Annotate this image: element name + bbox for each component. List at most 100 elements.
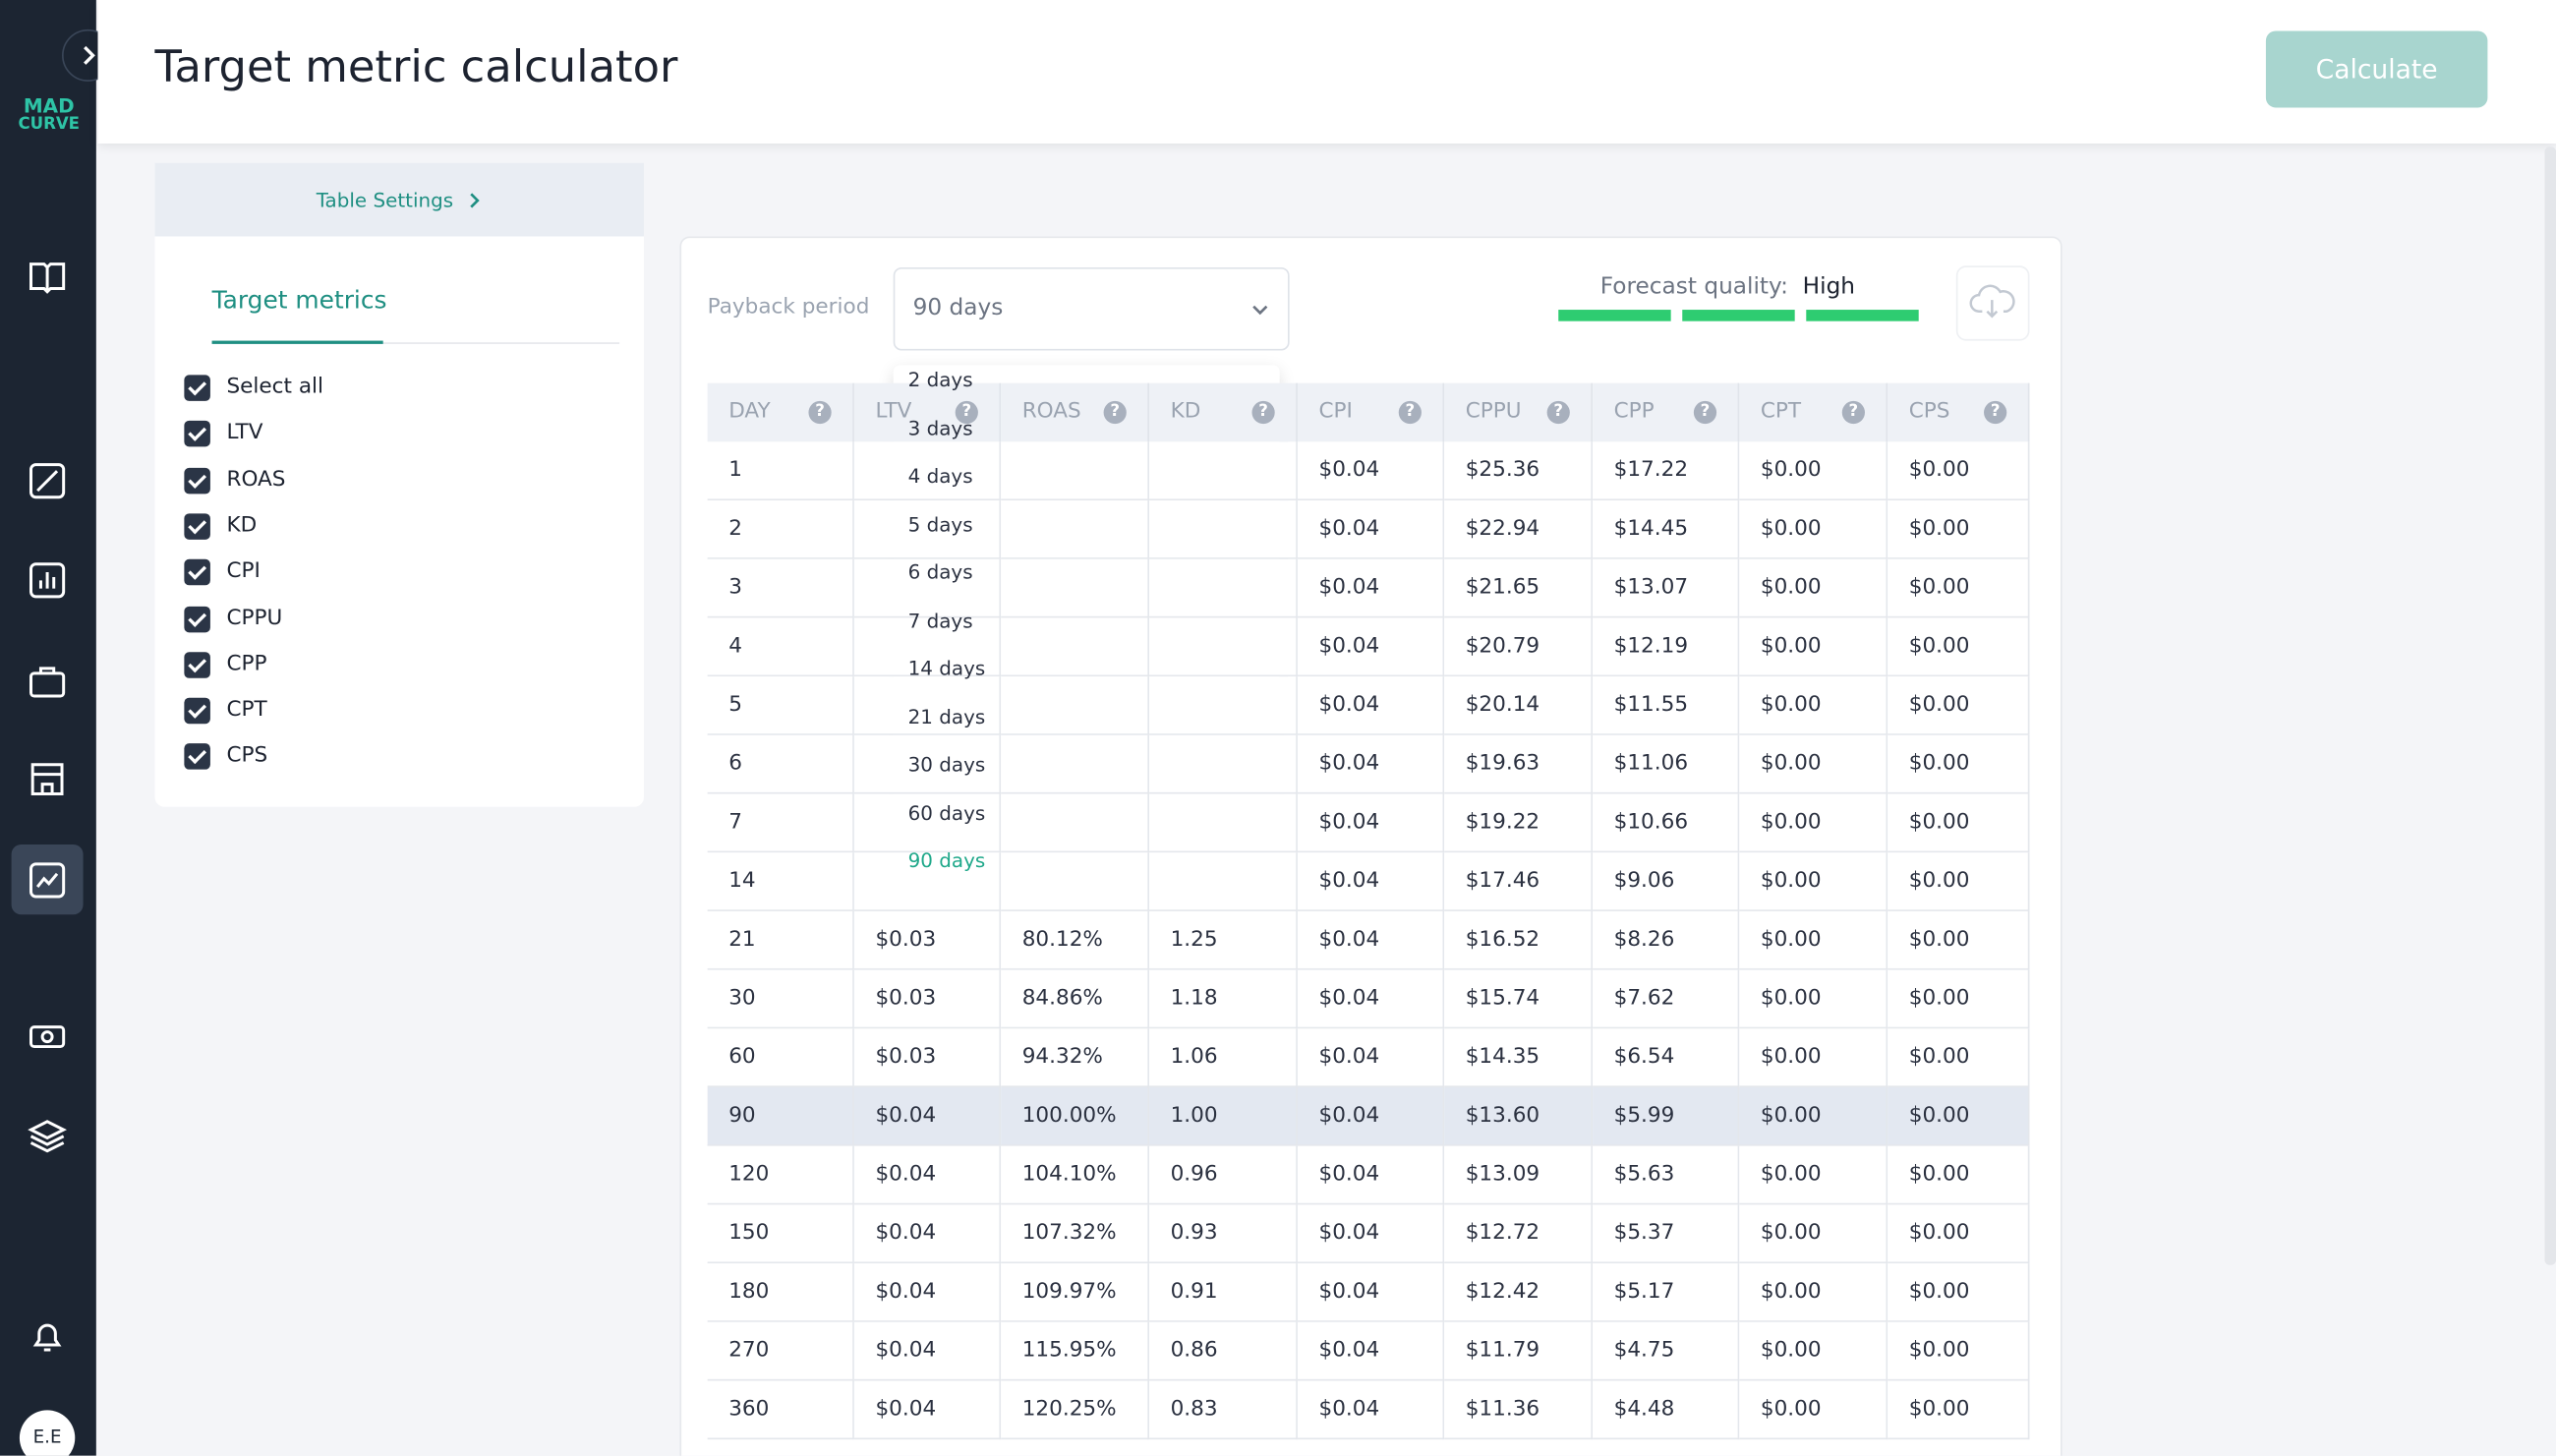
forecast-label-text: Forecast quality: bbox=[1599, 273, 1788, 301]
table-cell: 0.96 bbox=[1149, 1145, 1298, 1205]
table-cell: $5.37 bbox=[1593, 1204, 1740, 1264]
table-cell: $0.00 bbox=[1888, 676, 2030, 735]
table-cell: $5.17 bbox=[1593, 1263, 1740, 1322]
help-icon[interactable]: ? bbox=[808, 400, 832, 425]
table-cell: $0.00 bbox=[1888, 500, 2030, 559]
dropdown-option[interactable]: 90 days bbox=[907, 848, 986, 873]
layers-icon[interactable] bbox=[28, 1117, 67, 1156]
table-cell: 90 bbox=[707, 1087, 854, 1146]
table-cell bbox=[1149, 852, 1298, 911]
table-cell: $11.55 bbox=[1593, 676, 1740, 735]
dropdown-option[interactable]: 5 days bbox=[907, 512, 973, 536]
table-cell: $14.45 bbox=[1593, 500, 1740, 559]
table-cell: 30 bbox=[707, 969, 854, 1029]
table-cell: $17.46 bbox=[1444, 852, 1594, 911]
panel-tab[interactable]: Target metrics bbox=[211, 285, 387, 316]
table-cell: $0.04 bbox=[1297, 1028, 1445, 1088]
table-cell: 107.32% bbox=[1001, 1204, 1150, 1264]
table-cell: $0.00 bbox=[1739, 1028, 1888, 1088]
logo-text: CURVE bbox=[18, 115, 81, 134]
checkbox-label: CPS bbox=[226, 743, 268, 769]
avatar[interactable]: E.E bbox=[19, 1410, 76, 1456]
table-cell: 120 bbox=[707, 1145, 854, 1205]
checkbox[interactable] bbox=[184, 743, 210, 771]
dropdown-option[interactable]: 7 days bbox=[907, 609, 973, 632]
dropdown-option[interactable]: 30 days bbox=[907, 753, 986, 777]
table-cell: $0.00 bbox=[1888, 1145, 2030, 1205]
store-icon[interactable] bbox=[28, 760, 67, 799]
checkbox[interactable] bbox=[184, 606, 210, 632]
case-icon[interactable] bbox=[28, 662, 67, 701]
table-cell: 1.25 bbox=[1149, 910, 1298, 970]
checkbox-label: CPT bbox=[226, 697, 267, 723]
download-button[interactable] bbox=[1955, 265, 2030, 341]
sidebar: MAD CURVE E.E bbox=[0, 0, 96, 1456]
dropdown-option[interactable]: 21 days bbox=[907, 705, 986, 728]
table-settings-link[interactable]: Table Settings bbox=[316, 189, 454, 212]
bell-icon[interactable] bbox=[28, 1317, 67, 1357]
table-cell: $0.04 bbox=[853, 1263, 1002, 1322]
help-icon[interactable]: ? bbox=[955, 400, 978, 425]
payback-select[interactable] bbox=[893, 266, 1290, 351]
table-cell: $0.04 bbox=[1297, 558, 1445, 618]
table-cell: $0.00 bbox=[1888, 793, 2030, 853]
table-cell bbox=[853, 617, 1002, 677]
help-icon[interactable]: ? bbox=[1693, 400, 1717, 425]
table-cell: $0.00 bbox=[1739, 617, 1888, 677]
table-cell: $0.04 bbox=[853, 1145, 1002, 1205]
checkbox[interactable] bbox=[184, 467, 210, 494]
money-icon[interactable] bbox=[28, 1018, 67, 1057]
metrics-panel bbox=[154, 236, 644, 807]
dropdown-option[interactable]: 14 days bbox=[907, 657, 986, 680]
dropdown-option[interactable]: 4 days bbox=[907, 464, 973, 488]
trend-icon[interactable] bbox=[28, 861, 67, 901]
table-cell: $0.04 bbox=[1297, 852, 1445, 911]
table-cell: $0.04 bbox=[1297, 1145, 1445, 1205]
dropdown-option[interactable]: 3 days bbox=[907, 416, 973, 439]
table-cell: $0.03 bbox=[853, 969, 1002, 1029]
chart-icon[interactable] bbox=[28, 560, 67, 600]
checkbox-label: ROAS bbox=[226, 467, 286, 493]
table-cell: $0.04 bbox=[853, 1087, 1002, 1146]
book-icon[interactable] bbox=[28, 258, 67, 297]
checkbox[interactable] bbox=[184, 697, 210, 725]
help-icon[interactable]: ? bbox=[1841, 400, 1865, 425]
table-cell bbox=[1149, 558, 1298, 618]
table-cell: 0.83 bbox=[1149, 1380, 1298, 1440]
help-icon[interactable]: ? bbox=[1984, 400, 2007, 425]
help-icon[interactable]: ? bbox=[1398, 400, 1422, 425]
table-cell: 1.18 bbox=[1149, 969, 1298, 1029]
table-cell: $14.35 bbox=[1444, 1028, 1594, 1088]
help-icon[interactable]: ? bbox=[1251, 400, 1275, 425]
table-cell bbox=[853, 500, 1002, 559]
table-cell: $13.09 bbox=[1444, 1145, 1594, 1205]
column-header: CPI? bbox=[1297, 382, 1445, 442]
calc-icon[interactable] bbox=[28, 461, 67, 500]
table-cell: $0.00 bbox=[1888, 558, 2030, 618]
dropdown-option[interactable]: 6 days bbox=[907, 560, 973, 584]
table-cell: $0.04 bbox=[1297, 1204, 1445, 1264]
checkbox[interactable] bbox=[184, 421, 210, 447]
column-header: LTV? bbox=[853, 382, 1002, 442]
checkbox[interactable] bbox=[184, 375, 210, 401]
checkbox[interactable] bbox=[184, 559, 210, 586]
dropdown-option[interactable]: 2 days bbox=[907, 368, 973, 391]
table-cell: $0.04 bbox=[1297, 617, 1445, 677]
table-cell: $0.00 bbox=[1739, 1321, 1888, 1381]
table-cell: $0.00 bbox=[1739, 1204, 1888, 1264]
table-cell: $0.00 bbox=[1739, 969, 1888, 1029]
table-cell: $5.99 bbox=[1593, 1087, 1740, 1146]
dropdown-option[interactable]: 60 days bbox=[907, 801, 986, 825]
calculate-button[interactable]: Calculate bbox=[2265, 30, 2488, 108]
table-cell: $0.00 bbox=[1739, 441, 1888, 501]
table-cell bbox=[1001, 676, 1150, 735]
column-header: CPT? bbox=[1739, 382, 1888, 442]
table-cell: 150 bbox=[707, 1204, 854, 1264]
table-cell: $0.00 bbox=[1888, 1204, 2030, 1264]
header-text: CPI bbox=[1318, 399, 1353, 425]
logo-text: MAD bbox=[23, 94, 75, 118]
help-icon[interactable]: ? bbox=[1103, 400, 1127, 425]
checkbox[interactable] bbox=[184, 513, 210, 540]
checkbox[interactable] bbox=[184, 651, 210, 678]
help-icon[interactable]: ? bbox=[1546, 400, 1570, 425]
